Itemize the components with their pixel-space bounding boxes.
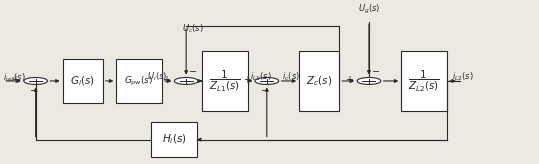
Text: $\dfrac{1}{Z_{L1}(s)}$: $\dfrac{1}{Z_{L1}(s)}$ <box>209 69 241 93</box>
FancyBboxPatch shape <box>299 51 340 111</box>
Text: $H_i(s)$: $H_i(s)$ <box>162 133 186 146</box>
Text: $i_c(s)$: $i_c(s)$ <box>282 71 300 83</box>
FancyBboxPatch shape <box>151 122 197 157</box>
Text: $i_{L2}(s)$: $i_{L2}(s)$ <box>452 71 474 83</box>
Text: $G_i(s)$: $G_i(s)$ <box>70 74 95 88</box>
Text: +: + <box>11 75 19 85</box>
Circle shape <box>24 77 47 84</box>
Text: $U_c(s)$: $U_c(s)$ <box>182 22 204 35</box>
Text: −: − <box>261 86 270 96</box>
Text: +: + <box>345 75 353 85</box>
FancyBboxPatch shape <box>63 59 103 103</box>
Text: $\dfrac{1}{Z_{L2}(s)}$: $\dfrac{1}{Z_{L2}(s)}$ <box>408 69 440 93</box>
FancyBboxPatch shape <box>116 59 162 103</box>
Text: −: − <box>189 67 197 77</box>
Circle shape <box>255 77 279 84</box>
Text: $U_g(s)$: $U_g(s)$ <box>358 3 380 16</box>
Text: $Z_c(s)$: $Z_c(s)$ <box>306 74 333 88</box>
FancyBboxPatch shape <box>202 51 248 111</box>
Text: $U_i(s)$: $U_i(s)$ <box>147 71 167 83</box>
Text: +: + <box>243 75 251 85</box>
Circle shape <box>357 77 381 84</box>
Text: −: − <box>30 86 38 96</box>
Text: $i_{\rm ref}(s)$: $i_{\rm ref}(s)$ <box>3 72 26 84</box>
Text: $i_{L1}(s)$: $i_{L1}(s)$ <box>250 71 271 83</box>
Circle shape <box>174 77 198 84</box>
FancyBboxPatch shape <box>401 51 447 111</box>
Text: $G_{\rm pw}(s)$: $G_{\rm pw}(s)$ <box>125 74 154 88</box>
Text: −: − <box>372 67 380 77</box>
Text: +: + <box>162 75 170 85</box>
